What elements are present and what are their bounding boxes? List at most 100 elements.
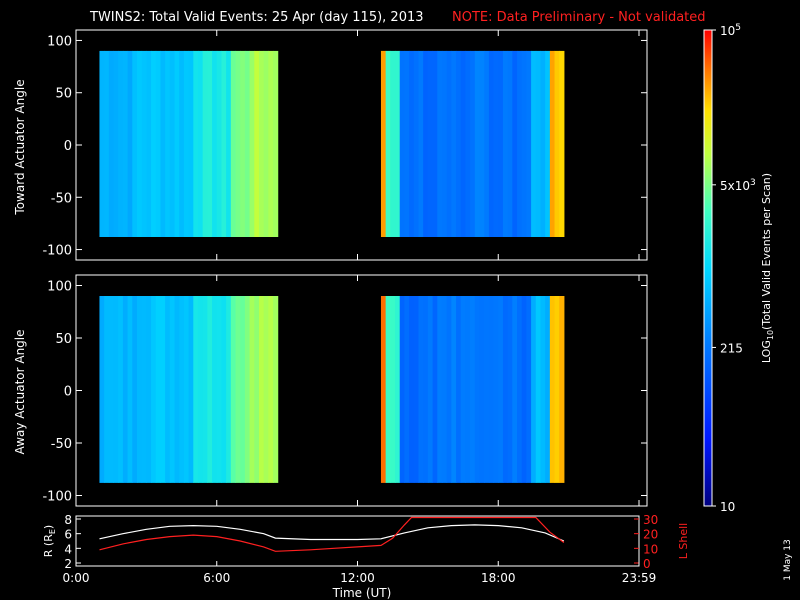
heatmap-column bbox=[456, 50, 462, 237]
lshell-tick-label: 10 bbox=[643, 542, 658, 556]
colorbar-label: LOG10(Total Valid Events per Scan) bbox=[760, 173, 775, 363]
heatmap-column bbox=[202, 296, 208, 483]
heatmap-column bbox=[141, 296, 147, 483]
heatmap-column bbox=[474, 296, 480, 483]
heatmap-column bbox=[155, 296, 161, 483]
heatmap-column bbox=[169, 50, 176, 237]
heatmap-column bbox=[174, 296, 180, 483]
heatmap-column bbox=[254, 296, 260, 483]
heatmap-column bbox=[385, 50, 391, 237]
away-y-axis: 100 50 0 -50 -100 bbox=[42, 275, 647, 506]
y-tick-label: 50 bbox=[55, 332, 72, 347]
heatmap-column bbox=[193, 50, 199, 237]
heatmap-column bbox=[545, 50, 551, 237]
heatmap-column bbox=[390, 296, 396, 483]
heatmap-column bbox=[413, 296, 419, 483]
heatmap-column bbox=[136, 296, 143, 483]
y-tick-label: 50 bbox=[55, 87, 72, 102]
heatmap-column bbox=[263, 296, 269, 483]
heatmap-column bbox=[531, 296, 537, 483]
heatmap-column bbox=[202, 50, 208, 237]
heatmap-column bbox=[446, 50, 452, 237]
heatmap-column bbox=[235, 296, 241, 483]
heatmap-column bbox=[549, 50, 556, 237]
heatmap-column bbox=[479, 50, 485, 237]
heatmap-column bbox=[151, 296, 157, 483]
heatmap-column bbox=[380, 50, 387, 237]
time-tick-label: 0:00 bbox=[63, 571, 90, 585]
y-tick-label: 100 bbox=[47, 280, 72, 295]
heatmap-column bbox=[118, 296, 124, 483]
heatmap-column bbox=[427, 296, 434, 483]
heatmap-column bbox=[446, 296, 452, 483]
toward-ylabel: Toward Actuator Angle bbox=[13, 79, 27, 215]
heatmap-column bbox=[460, 50, 466, 237]
heatmap-column bbox=[380, 296, 387, 483]
time-tick-label: 12:00 bbox=[340, 571, 375, 585]
heatmap-column bbox=[474, 50, 480, 237]
lshell-tick-label: 30 bbox=[643, 513, 658, 527]
y-tick-label: 100 bbox=[47, 34, 72, 49]
colorbar-tick-label: 105 bbox=[720, 23, 741, 38]
heatmap-column bbox=[465, 296, 471, 483]
heatmap-column bbox=[395, 296, 401, 483]
r-line bbox=[99, 524, 565, 542]
heatmap-column bbox=[240, 50, 246, 237]
heatmap-column bbox=[488, 50, 495, 237]
heatmap-column bbox=[493, 50, 499, 237]
time-tick-label: 6:00 bbox=[203, 571, 230, 585]
heatmap-column bbox=[212, 50, 218, 237]
heatmap-column bbox=[413, 50, 419, 237]
heatmap-column bbox=[179, 50, 185, 237]
heatmap-column bbox=[559, 50, 565, 237]
heatmap-column bbox=[470, 50, 476, 237]
heatmap-column bbox=[404, 296, 410, 483]
heatmap-column bbox=[404, 50, 410, 237]
heatmap-column bbox=[502, 296, 509, 483]
time-tick-label: 23:59 bbox=[622, 571, 657, 585]
r-tick-label: 2 bbox=[64, 557, 72, 571]
heatmap-column bbox=[118, 50, 124, 237]
heatmap-column bbox=[207, 296, 213, 483]
heatmap-column bbox=[484, 50, 490, 237]
colorbar bbox=[703, 29, 713, 507]
heatmap-column bbox=[165, 296, 171, 483]
heatmap-column bbox=[273, 296, 279, 483]
heatmap-column bbox=[559, 296, 565, 483]
heatmap-column bbox=[526, 296, 532, 483]
heatmap-column bbox=[113, 296, 119, 483]
heatmap-column bbox=[108, 50, 115, 237]
heatmap-column bbox=[244, 50, 251, 237]
heatmap-column bbox=[549, 296, 556, 483]
heatmap-column bbox=[540, 50, 546, 237]
heatmap-column bbox=[221, 296, 227, 483]
heatmap-column bbox=[427, 50, 434, 237]
y-tick-label: -100 bbox=[42, 490, 72, 505]
heatmap-column bbox=[512, 50, 518, 237]
heatmap-column bbox=[221, 50, 227, 237]
heatmap-column bbox=[502, 50, 509, 237]
heatmap-column bbox=[498, 296, 504, 483]
heatmap-column bbox=[263, 50, 269, 237]
heatmap-column bbox=[385, 296, 391, 483]
heatmap-column bbox=[155, 50, 161, 237]
heatmap-column bbox=[160, 50, 166, 237]
heatmap-column bbox=[460, 296, 466, 483]
heatmap-column bbox=[521, 50, 527, 237]
time-tick-label: 18:00 bbox=[481, 571, 516, 585]
lshell-axis-label: L Shell bbox=[677, 523, 690, 559]
heatmap-column bbox=[230, 296, 237, 483]
heatmap-column bbox=[197, 50, 204, 237]
heatmap-column bbox=[498, 50, 504, 237]
heatmap-column bbox=[193, 296, 199, 483]
heatmap-column bbox=[268, 50, 274, 237]
lshell-tick-label: 20 bbox=[643, 528, 658, 542]
heatmap-column bbox=[441, 50, 448, 237]
heatmap-column bbox=[99, 50, 105, 237]
heatmap-column bbox=[531, 50, 537, 237]
heatmap-column bbox=[535, 296, 541, 483]
heatmap-column bbox=[141, 50, 147, 237]
chart-title: TWINS2: Total Valid Events: 25 Apr (day … bbox=[89, 10, 424, 25]
heatmap-column bbox=[174, 50, 180, 237]
